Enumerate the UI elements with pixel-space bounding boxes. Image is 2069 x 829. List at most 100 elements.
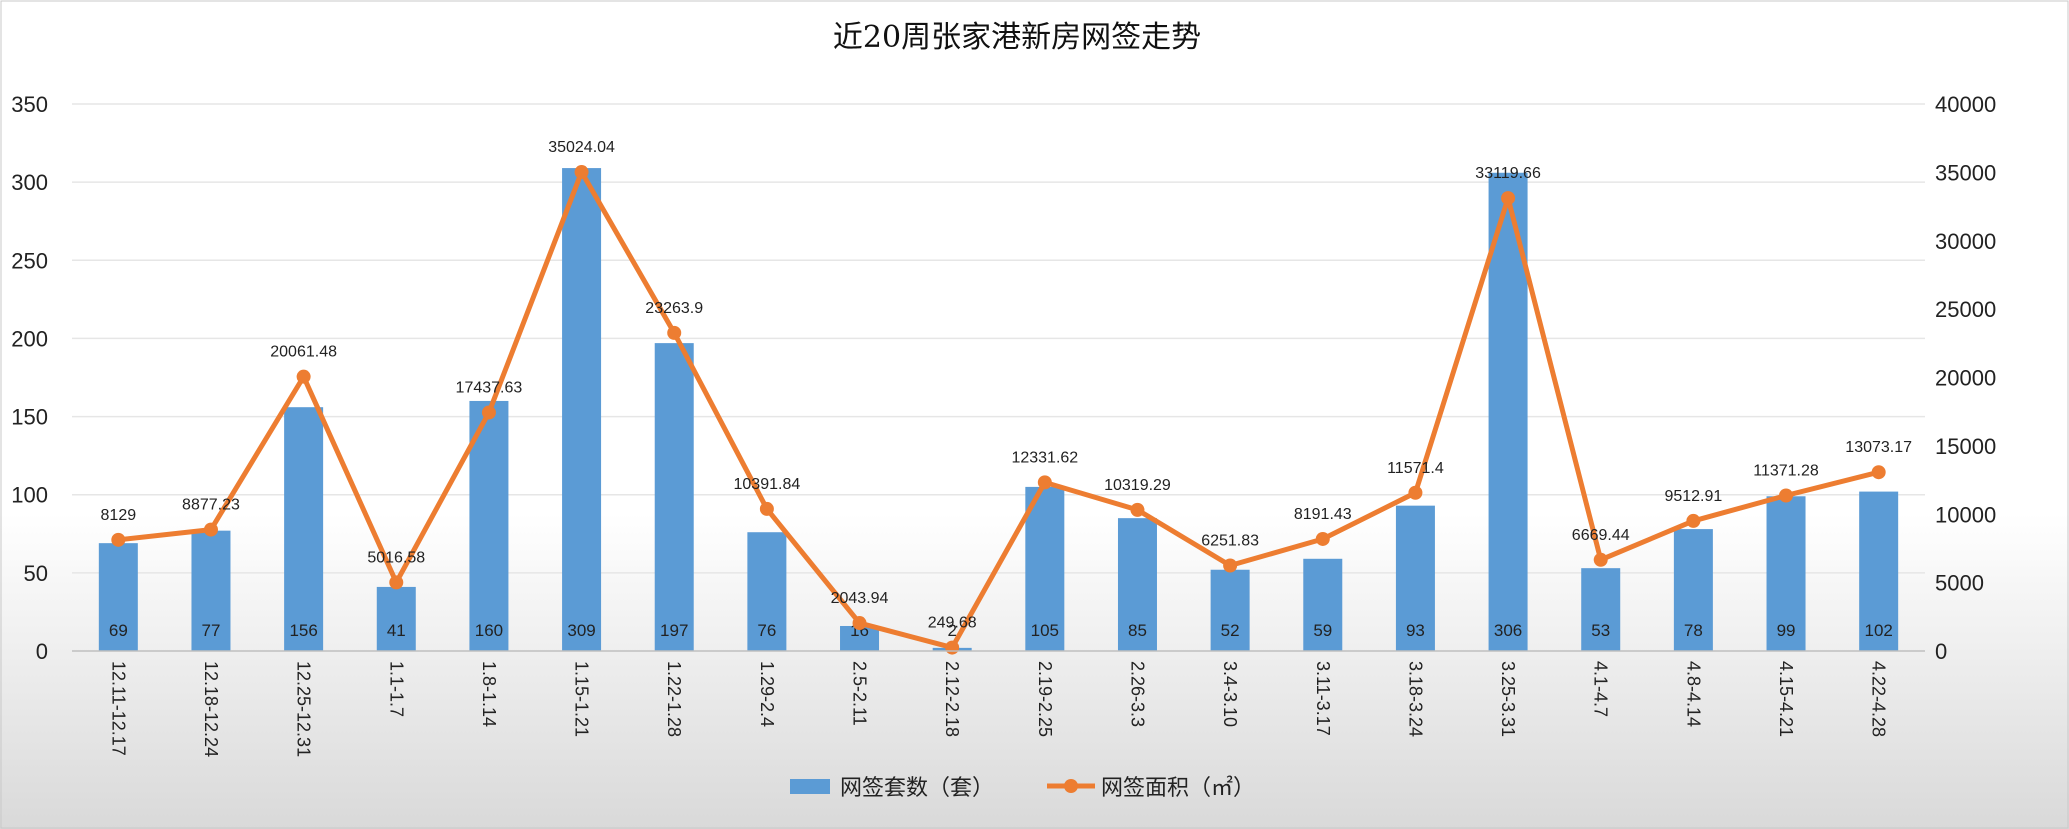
bar-value-label: 99 [1777, 621, 1796, 640]
x-tick-label: 1.15-1.21 [572, 661, 592, 737]
y-right-tick-label: 15000 [1935, 434, 1996, 459]
line-value-label: 10391.84 [734, 476, 801, 493]
bar [747, 532, 787, 651]
y-right-tick-label: 0 [1935, 639, 1947, 664]
bar [1117, 518, 1157, 651]
line-point [1223, 558, 1238, 573]
line-point [296, 369, 311, 384]
line-value-label: 10319.29 [1104, 477, 1171, 494]
x-tick-label: 1.29-2.4 [757, 661, 777, 727]
line-point [759, 501, 774, 516]
y-right-tick-label: 40000 [1935, 92, 1996, 117]
line-value-labels: 8129 8877.23 20061.48 5016.58 17437.63 35024.… [101, 139, 1913, 632]
bar-value-labels: 69 77 156 41 160 309 197 76 16 2 105 85 52 59 93 306 53 7… [109, 621, 1893, 640]
line-point [1593, 552, 1608, 567]
x-tick-label: 2.12-2.18 [942, 661, 962, 737]
line-value-label: 8191.43 [1294, 506, 1352, 523]
bar-series [98, 168, 1899, 651]
line-value-label: 17437.63 [456, 380, 523, 397]
y-left-tick-label: 50 [24, 561, 48, 586]
line-value-label: 5016.58 [367, 549, 425, 566]
series-line [118, 169, 1880, 651]
y-left-tick-label: 100 [11, 483, 48, 508]
line-value-label: 2043.94 [831, 590, 889, 607]
x-tick-label: 4.22-4.28 [1869, 661, 1889, 737]
y-left-tick-label: 150 [11, 405, 48, 430]
line-point [1315, 531, 1330, 546]
bar [1673, 529, 1713, 651]
line-point [1408, 485, 1423, 500]
legend: 网签套数（套） 网签面积（㎡） [790, 775, 1255, 801]
bar [1025, 486, 1065, 651]
line-value-label: 11371.28 [1753, 462, 1819, 479]
line-value-label: 6669.44 [1572, 527, 1630, 544]
bar [98, 543, 138, 651]
bar [1395, 505, 1435, 651]
x-axis: 12.11-12.17 12.18-12.24 12.25-12.31 1.1-1.7… [72, 650, 1925, 757]
bar-value-label: 59 [1313, 621, 1332, 640]
bar-value-label: 197 [660, 621, 688, 640]
line-value-label: 11571.4 [1387, 460, 1444, 477]
y-right-tick-label: 5000 [1935, 571, 1984, 596]
x-tick-label: 12.18-12.24 [201, 661, 221, 757]
line-value-label: 33119.66 [1475, 165, 1541, 182]
y-right-tick-label: 10000 [1935, 502, 1996, 527]
y-left-tick-label: 350 [11, 92, 48, 117]
x-tick-label: 2.5-2.11 [850, 661, 870, 726]
line-point [1130, 502, 1145, 517]
line-value-label: 6251.83 [1201, 533, 1259, 550]
y-axis-left: 0 50 100 150 200 250 300 350 [11, 92, 48, 664]
x-tick-label: 3.4-3.10 [1220, 661, 1240, 727]
x-tick-label: 4.15-4.21 [1776, 661, 1796, 737]
x-tick-label: 3.11-3.17 [1313, 661, 1333, 736]
line-point [1501, 191, 1516, 206]
line-value-label: 8129 [101, 507, 137, 524]
bar-value-label: 52 [1221, 621, 1240, 640]
line-point [667, 325, 682, 340]
line-value-label: 13073.17 [1845, 439, 1912, 456]
legend-label-bar: 网签套数（套） [840, 776, 994, 801]
bar [376, 586, 416, 651]
x-tick-label: 1.1-1.7 [386, 661, 406, 717]
line-point [945, 640, 960, 655]
legend-swatch-marker [1064, 779, 1078, 793]
x-tick-label: 1.22-1.28 [664, 661, 684, 737]
line-value-label: 20061.48 [270, 344, 337, 361]
y-right-tick-label: 35000 [1935, 160, 1996, 185]
line-point [203, 522, 218, 537]
bar [840, 625, 880, 651]
y-left-tick-label: 250 [11, 248, 48, 273]
bar [191, 530, 231, 651]
bar [1859, 491, 1899, 651]
y-right-tick-label: 25000 [1935, 297, 1996, 322]
bar [562, 168, 602, 651]
bar-value-label: 69 [109, 621, 128, 640]
x-tick-label: 1.8-1.14 [479, 661, 499, 727]
line-point [481, 405, 496, 420]
line-point [1686, 513, 1701, 528]
line-value-label: 35024.04 [548, 139, 615, 156]
bar [1303, 558, 1343, 651]
y-left-tick-label: 200 [11, 326, 48, 351]
bar-value-label: 160 [475, 621, 503, 640]
bar [1210, 569, 1250, 651]
bar-value-label: 85 [1128, 621, 1147, 640]
x-tick-label: 12.25-12.31 [294, 661, 314, 757]
bar-value-label: 77 [202, 621, 221, 640]
x-tick-label: 12.11-12.17 [108, 661, 128, 756]
bar-value-label: 93 [1406, 621, 1425, 640]
line-value-label: 8877.23 [182, 497, 240, 514]
legend-label-line: 网签面积（㎡） [1101, 775, 1255, 801]
bar-value-label: 2 [947, 621, 956, 640]
bar-value-label: 76 [757, 621, 776, 640]
line-point [852, 616, 867, 631]
line-value-label: 23263.9 [645, 300, 703, 317]
line-value-label: 12331.62 [1011, 449, 1078, 466]
bar [1581, 568, 1621, 651]
chart-title: 近20周张家港新房网签走势 [833, 20, 1201, 55]
y-left-tick-label: 300 [11, 170, 48, 195]
y-axis-right: 0 5000 10000 15000 20000 25000 30000 35000 40000 [1935, 92, 1996, 664]
